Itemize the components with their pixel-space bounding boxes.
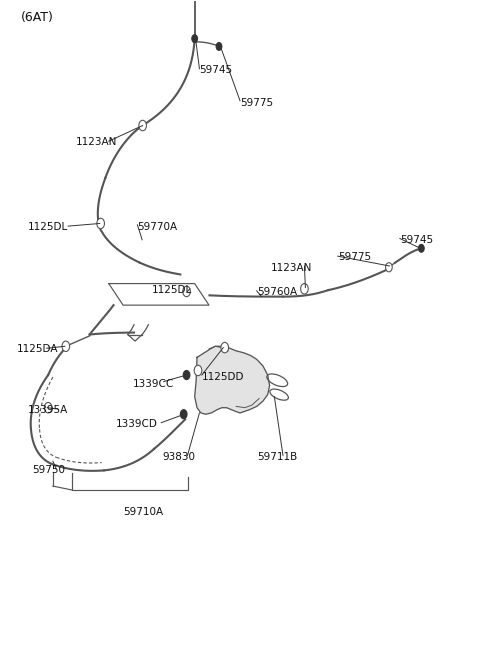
Text: 59710A: 59710A xyxy=(123,507,163,517)
Circle shape xyxy=(139,120,146,131)
Polygon shape xyxy=(195,346,270,414)
Text: 59711B: 59711B xyxy=(257,453,297,462)
Text: 59775: 59775 xyxy=(240,98,273,108)
Circle shape xyxy=(385,262,392,272)
Text: 93830: 93830 xyxy=(163,453,196,462)
Text: 59750: 59750 xyxy=(33,465,65,476)
Text: 1123AN: 1123AN xyxy=(271,263,312,273)
Text: 1339CD: 1339CD xyxy=(116,419,158,429)
Text: 59770A: 59770A xyxy=(137,222,178,232)
Text: 59745: 59745 xyxy=(400,235,433,245)
Text: 13395A: 13395A xyxy=(28,405,68,415)
Text: 1339CC: 1339CC xyxy=(132,379,174,388)
Circle shape xyxy=(62,341,70,352)
Circle shape xyxy=(194,365,202,376)
Text: 1123AN: 1123AN xyxy=(75,137,117,147)
Circle shape xyxy=(419,245,424,252)
Circle shape xyxy=(221,342,228,353)
Text: 59760A: 59760A xyxy=(257,287,297,297)
Text: 59775: 59775 xyxy=(338,253,371,262)
Text: 1125DL: 1125DL xyxy=(28,222,68,232)
Circle shape xyxy=(180,409,187,419)
Text: 1125DA: 1125DA xyxy=(17,344,58,354)
Circle shape xyxy=(216,43,222,51)
Circle shape xyxy=(192,35,198,43)
Circle shape xyxy=(44,403,52,413)
Circle shape xyxy=(183,286,191,297)
Circle shape xyxy=(300,283,308,294)
Text: 59745: 59745 xyxy=(199,65,233,75)
Text: 1125DL: 1125DL xyxy=(152,285,192,295)
Text: 1125DD: 1125DD xyxy=(202,372,244,382)
Text: (6AT): (6AT) xyxy=(21,11,53,24)
Circle shape xyxy=(183,371,190,380)
Circle shape xyxy=(97,218,105,229)
